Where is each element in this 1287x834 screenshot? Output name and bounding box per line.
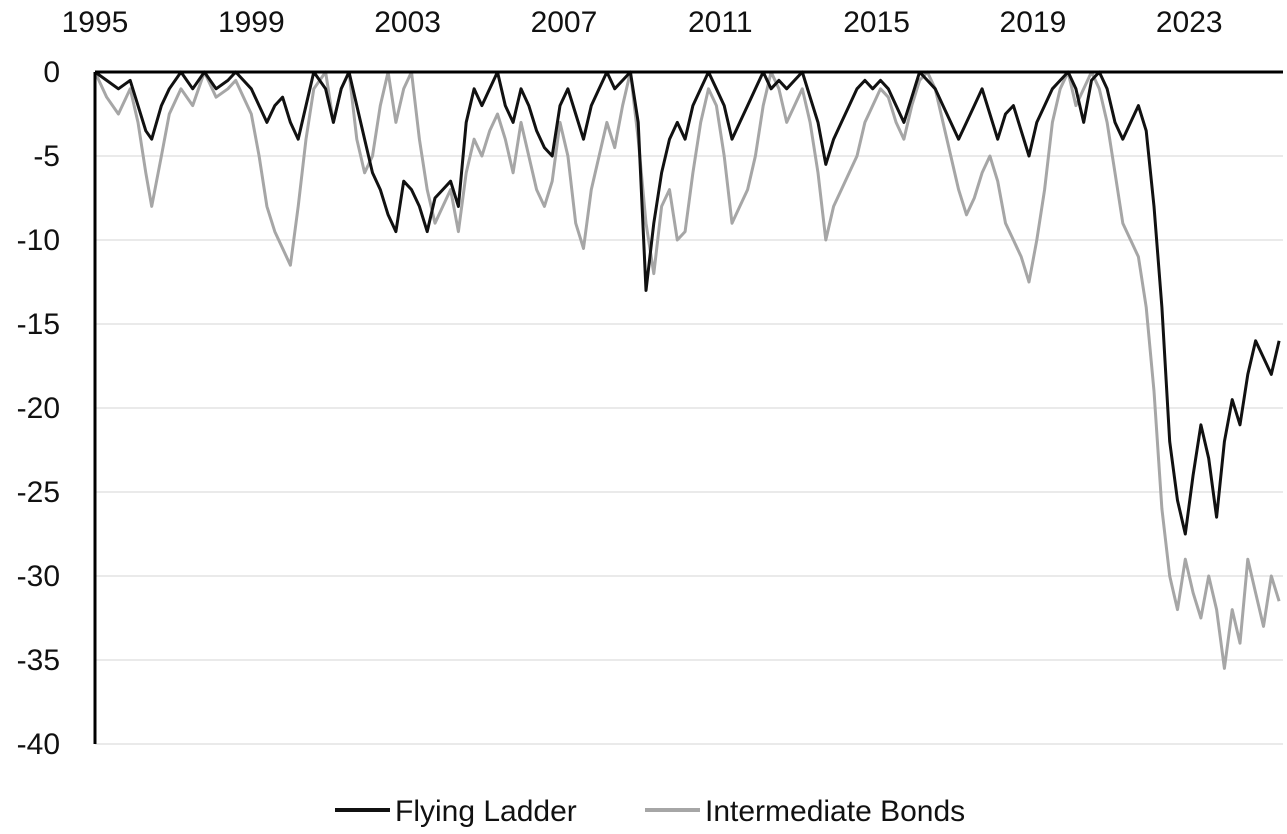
x-tick-labels: 1995 1999 2003 2007 2011 2015 2019 2023	[62, 6, 1223, 39]
x-tick-label: 2023	[1156, 6, 1223, 39]
x-tick-label: 2019	[1000, 6, 1067, 39]
y-tick-label: -25	[17, 476, 60, 509]
x-tick-label: 2003	[374, 6, 441, 39]
axes	[93, 70, 1283, 744]
y-tick-label: -10	[17, 224, 60, 257]
series-line-flying-ladder	[94, 70, 1281, 536]
y-tick-label: -5	[33, 140, 60, 173]
y-tick-label: -20	[17, 392, 60, 425]
x-tick-label: 1999	[218, 6, 285, 39]
y-tick-label: -15	[17, 308, 60, 341]
legend-label-flying-ladder: Flying Ladder	[395, 795, 577, 828]
y-tick-label: -30	[17, 560, 60, 593]
x-tick-label: 2011	[688, 6, 753, 39]
y-tick-label: -40	[17, 728, 60, 761]
legend-label-intermediate-bonds: Intermediate Bonds	[705, 795, 965, 828]
legend: Flying Ladder Intermediate Bonds	[335, 795, 965, 828]
x-tick-label: 2007	[531, 6, 598, 39]
series-line-intermediate-bonds	[93, 70, 1281, 670]
y-tick-label: -35	[17, 644, 60, 677]
series-lines	[93, 70, 1281, 670]
y-tick-label: 0	[43, 56, 60, 89]
x-tick-label: 1995	[62, 6, 129, 39]
gridlines	[95, 155, 1283, 745]
x-tick-label: 2015	[843, 6, 910, 39]
y-tick-labels: 0 -5 -10 -15 -20 -25 -30 -35 -40	[17, 56, 60, 761]
